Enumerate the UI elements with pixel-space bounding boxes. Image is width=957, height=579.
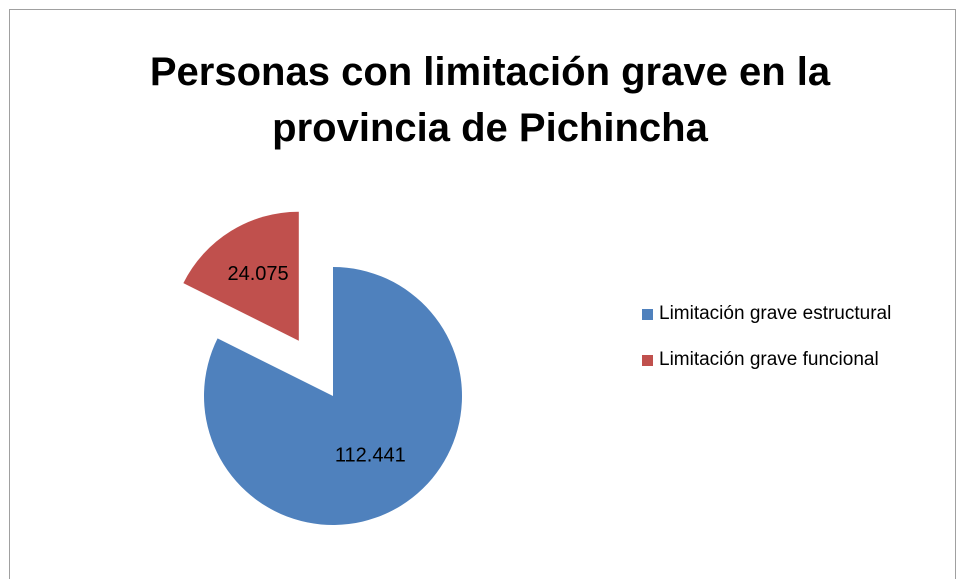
legend-swatch (642, 355, 653, 366)
legend-item: Limitación grave funcional (640, 344, 940, 376)
chart-title: Personas con limitación grave en la prov… (149, 50, 831, 150)
data-label: 24.075 (227, 263, 288, 285)
pie-slice (183, 211, 299, 341)
legend-label: Limitación grave funcional (659, 349, 879, 370)
chart-border (9, 9, 956, 579)
legend: Limitación grave estructural Limitación g… (640, 298, 940, 390)
legend-swatch (642, 309, 653, 320)
legend-item: Limitación grave estructural (640, 298, 940, 330)
data-label: 112.441 (335, 445, 406, 467)
pie-slice (203, 267, 463, 526)
legend-label: Limitación grave estructural (659, 303, 892, 324)
